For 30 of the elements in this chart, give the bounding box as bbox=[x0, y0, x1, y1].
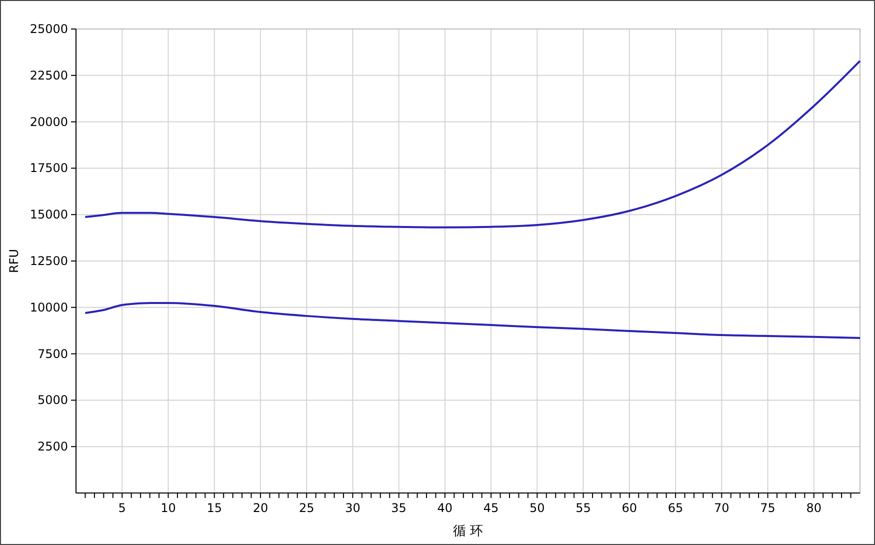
y-tick-label: 7500 bbox=[37, 346, 68, 361]
y-tick-label: 22500 bbox=[30, 68, 68, 82]
line-series bbox=[84, 302, 861, 340]
x-tick-label: 50 bbox=[530, 501, 545, 515]
x-tick-label: 10 bbox=[160, 501, 176, 515]
y-tick-label: 25000 bbox=[30, 22, 68, 36]
x-tick-label: 35 bbox=[391, 501, 406, 515]
x-tick-label: 75 bbox=[760, 501, 776, 515]
y-tick-label: 20000 bbox=[30, 114, 68, 129]
y-tick-label: 15000 bbox=[30, 208, 68, 222]
y-tick-label: 17500 bbox=[30, 161, 68, 176]
x-tick-label: 45 bbox=[483, 501, 499, 515]
x-tick-label: 65 bbox=[668, 501, 684, 515]
line-series bbox=[84, 60, 861, 228]
y-tick-label: 5000 bbox=[37, 393, 68, 408]
x-axis-title: 循 环 bbox=[452, 524, 484, 539]
x-tick-label: 70 bbox=[714, 501, 730, 515]
y-tick-label: 10000 bbox=[30, 300, 68, 314]
x-tick-label: 60 bbox=[622, 501, 638, 515]
y-axis-title: RFU bbox=[7, 248, 21, 274]
x-tick-label: 40 bbox=[437, 501, 453, 515]
x-tick-label: 30 bbox=[345, 501, 360, 515]
x-tick-label: 5 bbox=[118, 501, 126, 515]
x-tick-label: 55 bbox=[576, 501, 591, 515]
x-tick-label: 80 bbox=[806, 501, 822, 515]
x-tick-label: 15 bbox=[206, 501, 222, 515]
x-tick-label: 25 bbox=[298, 501, 314, 515]
y-tick-label: 2500 bbox=[37, 440, 68, 454]
x-tick-label: 20 bbox=[252, 501, 268, 515]
y-tick-label: 12500 bbox=[30, 254, 68, 268]
